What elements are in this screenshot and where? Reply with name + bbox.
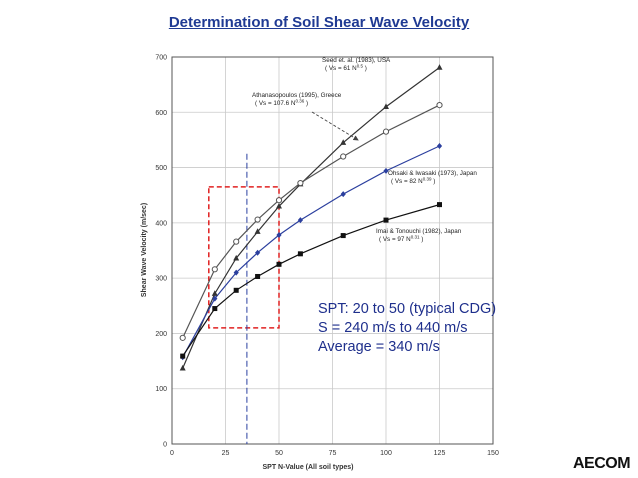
marker-athanasopoulos bbox=[340, 153, 347, 160]
marker-seed bbox=[276, 202, 282, 209]
x-tick-label: 125 bbox=[434, 450, 446, 457]
series-equation-imai: ( Vs = 97 N0.31 ) bbox=[379, 235, 423, 244]
y-axis-label: Shear Wave Velocity (m/sec) bbox=[141, 203, 148, 297]
y-tick-label: 100 bbox=[155, 386, 167, 393]
y-tick-label: 0 bbox=[163, 442, 167, 449]
chart-axes bbox=[171, 56, 494, 445]
marker-ohsaki bbox=[340, 191, 346, 198]
y-tick-label: 500 bbox=[155, 165, 167, 172]
marker-seed bbox=[383, 103, 389, 109]
y-tick-label: 200 bbox=[155, 331, 167, 338]
marker-seed bbox=[254, 228, 261, 234]
marker-imai bbox=[212, 306, 218, 312]
info-velocity-range: S = 240 m/s to 440 m/s bbox=[318, 320, 468, 336]
x-tick-label: 50 bbox=[275, 450, 283, 457]
marker-seed bbox=[179, 364, 186, 371]
y-tick-label: 600 bbox=[155, 110, 167, 117]
marker-athanasopoulos bbox=[211, 266, 218, 273]
marker-athanasopoulos bbox=[436, 101, 443, 109]
marker-seed bbox=[340, 139, 347, 145]
x-tick-label: 150 bbox=[487, 450, 499, 457]
chart-grid bbox=[171, 56, 494, 445]
marker-ohsaki bbox=[276, 232, 282, 239]
aecom-logo: AECOM bbox=[573, 455, 631, 472]
marker-imai bbox=[180, 353, 186, 359]
marker-imai bbox=[255, 273, 261, 279]
marker-ohsaki bbox=[436, 143, 443, 150]
chart-tick-labels: 0 25 50 75 100 125 150 0 100 200 300 400 500 600 700 bbox=[155, 55, 499, 458]
series-equation-athanasopoulos: ( Vs = 107.6 N0.36 ) bbox=[255, 99, 308, 108]
slide-title-text: Determination of Soil Shear Wave Velocit… bbox=[168, 14, 470, 31]
y-tick-label: 400 bbox=[155, 220, 167, 227]
marker-athanasopoulos bbox=[179, 334, 186, 341]
marker-seed bbox=[233, 254, 240, 261]
chart-overlay bbox=[208, 153, 280, 444]
chart-series-markers bbox=[179, 64, 443, 371]
x-axis-label: SPT N-Value (All soil types) bbox=[262, 464, 353, 471]
marker-athanasopoulos bbox=[254, 216, 261, 223]
series-equation-ohsaki: ( Vs = 82 N0.39 ) bbox=[391, 177, 435, 186]
info-box: SPT: 20 to 50 (typical CDG) S = 240 m/s … bbox=[318, 300, 496, 357]
marker-athanasopoulos bbox=[275, 197, 283, 204]
marker-imai bbox=[383, 217, 389, 223]
plot-frame bbox=[171, 56, 494, 445]
series-label-ohsaki: Ohsaki & Iwasaki (1973), Japan bbox=[388, 170, 477, 177]
marker-athanasopoulos bbox=[233, 238, 240, 245]
info-average: Average = 340 m/s bbox=[318, 339, 440, 355]
marker-imai bbox=[297, 251, 303, 257]
series-label-athanasopoulos: Athanasopoulos (1995), Greece bbox=[252, 92, 342, 99]
marker-imai bbox=[276, 261, 282, 267]
y-tick-label: 300 bbox=[155, 276, 167, 283]
marker-ohsaki bbox=[383, 167, 389, 174]
marker-ohsaki bbox=[297, 217, 303, 224]
spt-range-highlight-box bbox=[208, 186, 280, 329]
marker-imai bbox=[437, 202, 442, 208]
marker-imai bbox=[233, 287, 239, 293]
marker-ohsaki bbox=[255, 249, 261, 256]
x-tick-label: 75 bbox=[329, 450, 337, 457]
slide-title: Determination of Soil Shear Wave Velocit… bbox=[0, 14, 638, 31]
annotation-arrow bbox=[311, 111, 359, 141]
info-spt-range: SPT: 20 to 50 (typical CDG) bbox=[318, 301, 497, 317]
chart-series-labels: Seed et. al. (1983), USA( Vs = 61 N0.5 )… bbox=[252, 57, 477, 243]
y-tick-label: 700 bbox=[155, 55, 167, 62]
x-tick-label: 100 bbox=[380, 450, 392, 457]
marker-seed bbox=[211, 290, 218, 296]
marker-ohsaki bbox=[212, 295, 218, 302]
marker-athanasopoulos bbox=[297, 179, 304, 187]
series-label-imai: Imai & Tonouchi (1982), Japan bbox=[376, 228, 462, 235]
x-tick-label: 25 bbox=[222, 450, 230, 457]
series-equation-seed: ( Vs = 61 N0.5 ) bbox=[325, 64, 367, 73]
marker-imai bbox=[340, 233, 346, 239]
marker-athanasopoulos bbox=[382, 128, 390, 135]
marker-seed bbox=[436, 64, 443, 70]
x-tick-label: 0 bbox=[170, 450, 174, 457]
series-label-seed: Seed et. al. (1983), USA bbox=[322, 57, 391, 64]
marker-ohsaki bbox=[233, 269, 239, 276]
